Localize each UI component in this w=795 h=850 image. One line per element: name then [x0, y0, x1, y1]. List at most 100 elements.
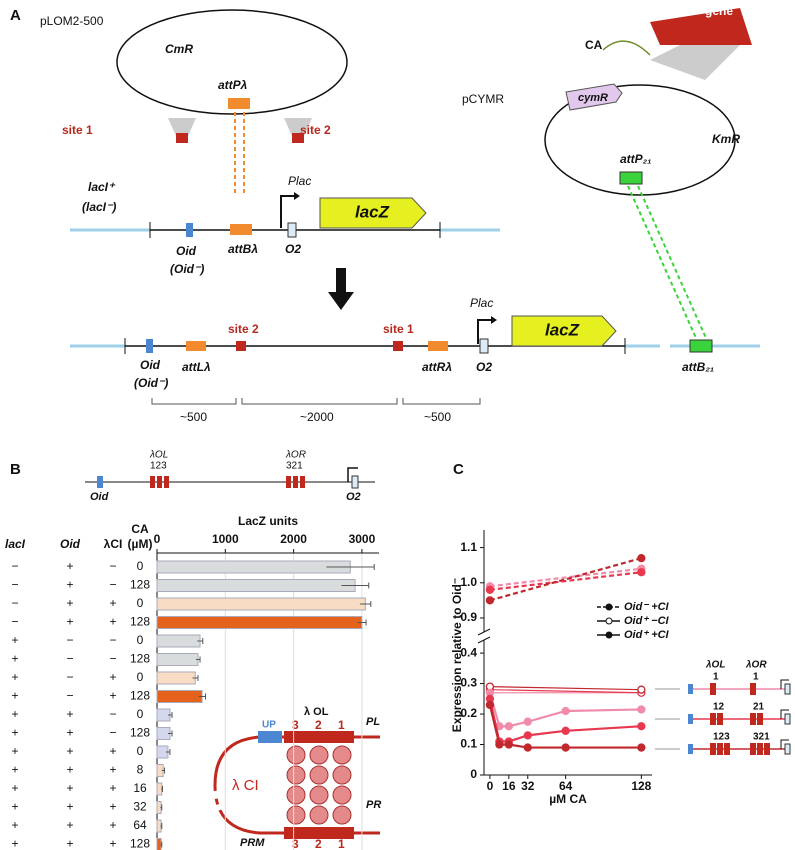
plasmid — [544, 84, 736, 196]
operator-number: 2 — [315, 718, 322, 732]
oid-box — [688, 684, 693, 694]
operator-number: 12 — [713, 702, 725, 713]
operator-box — [300, 476, 305, 488]
table-cell: 64 — [133, 818, 147, 832]
table-cell: − — [11, 615, 18, 629]
down-arrow — [328, 268, 354, 310]
funnel — [168, 118, 196, 136]
data-point — [485, 585, 495, 594]
data-point — [637, 553, 646, 563]
inducer-label: CA — [585, 38, 603, 52]
data-point — [561, 726, 570, 735]
table-cell: 128 — [130, 726, 150, 740]
up-label: UP — [262, 720, 276, 731]
operator-box — [150, 476, 155, 488]
series-line — [488, 704, 642, 749]
table-cell: 0 — [137, 670, 144, 684]
data-point — [495, 740, 504, 749]
table-cell: 0 — [137, 559, 144, 573]
cymr-gene — [565, 83, 623, 111]
table-cell: + — [11, 707, 18, 721]
table-cell: + — [109, 596, 116, 610]
data-point — [637, 568, 646, 577]
promoter-label: PR — [366, 799, 381, 811]
operator-box — [710, 683, 716, 695]
table-cell: − — [66, 633, 73, 647]
legend-label: Oid⁺ +CI — [624, 629, 670, 641]
series-line — [489, 571, 642, 591]
y-tick-label: 0.2 — [460, 706, 477, 720]
table-cell: − — [66, 689, 73, 703]
operator-number: 123 — [713, 732, 730, 743]
panel-label: B — [10, 461, 21, 478]
operator-box — [286, 476, 291, 488]
table-cell: + — [66, 578, 73, 592]
table-cell: − — [109, 652, 116, 666]
distance-label: ~500 — [180, 410, 207, 424]
dashed-link — [627, 185, 697, 339]
operator-number: 3 — [292, 837, 299, 850]
data-point — [561, 743, 570, 752]
bar — [156, 634, 201, 648]
table-header: CA — [131, 522, 149, 536]
operator-label: 321 — [286, 461, 303, 472]
operator-box — [724, 743, 730, 755]
inhibition — [602, 40, 651, 56]
inset: UP λ OL 3 2 1 PL λ CI PR PRM 3 2 1 — [213, 706, 381, 850]
operator-label: λOL — [705, 660, 725, 671]
table-cell: + — [66, 800, 73, 814]
funnel — [650, 40, 745, 80]
attb21-box — [689, 339, 713, 353]
table-cell: 0 — [137, 744, 144, 758]
promoter-label: PL — [366, 716, 380, 728]
axis-title: µM CA — [549, 792, 587, 806]
x-tick-label: 16 — [502, 779, 516, 793]
site-label: attRλ — [422, 360, 452, 374]
site-label: O2 — [476, 360, 492, 374]
site-label: Oid — [176, 244, 197, 258]
dna-loop — [213, 735, 380, 835]
table-cell: + — [66, 818, 73, 832]
operator-number: 1 — [713, 672, 719, 683]
promoter-arrow — [780, 709, 789, 719]
operator-number: 1 — [753, 672, 759, 683]
operator-number: 3 — [292, 718, 299, 732]
x-tick-label: 64 — [559, 779, 573, 793]
site-label: attB₂₁ — [682, 360, 714, 374]
oid-box — [688, 744, 693, 754]
y-tick-label: 1.0 — [460, 575, 477, 589]
gene-label: lacZ — [355, 202, 390, 221]
site-label: site 1 — [62, 123, 93, 137]
site-box — [236, 341, 246, 351]
table-cell: + — [11, 633, 18, 647]
table-cell: − — [11, 559, 18, 573]
data-point — [561, 706, 570, 716]
table-cell: + — [109, 744, 116, 758]
o2-box — [784, 743, 791, 755]
o2-box — [784, 713, 791, 725]
ci-label: λ CI — [232, 777, 259, 794]
operator-number: 2 — [315, 837, 322, 850]
operator-label: λOR — [745, 660, 767, 671]
table-cell: 8 — [137, 763, 144, 777]
site-label: attPλ — [218, 78, 247, 92]
table-cell: + — [11, 837, 18, 850]
site-label: (Oid⁻) — [170, 262, 204, 276]
table-cell: + — [66, 837, 73, 850]
legend-label: Oid⁻ +CI — [624, 601, 670, 613]
scale-bracket — [151, 398, 481, 405]
up-box — [258, 731, 282, 743]
x-tick-label: 1000 — [212, 532, 239, 546]
y-tick-label: 0.4 — [460, 645, 477, 659]
operator-number: 1 — [338, 837, 345, 850]
site-box — [393, 341, 403, 351]
data-point — [504, 722, 513, 731]
oid-box — [97, 476, 103, 488]
data-point — [523, 717, 532, 726]
table-cell: + — [109, 615, 116, 629]
dashed-link — [637, 185, 707, 339]
operator-number: 21 — [753, 702, 765, 713]
axis-title: LacZ units — [238, 514, 298, 528]
site-label: O2 — [346, 491, 361, 503]
genotype-label: (lacI⁻) — [82, 200, 116, 214]
